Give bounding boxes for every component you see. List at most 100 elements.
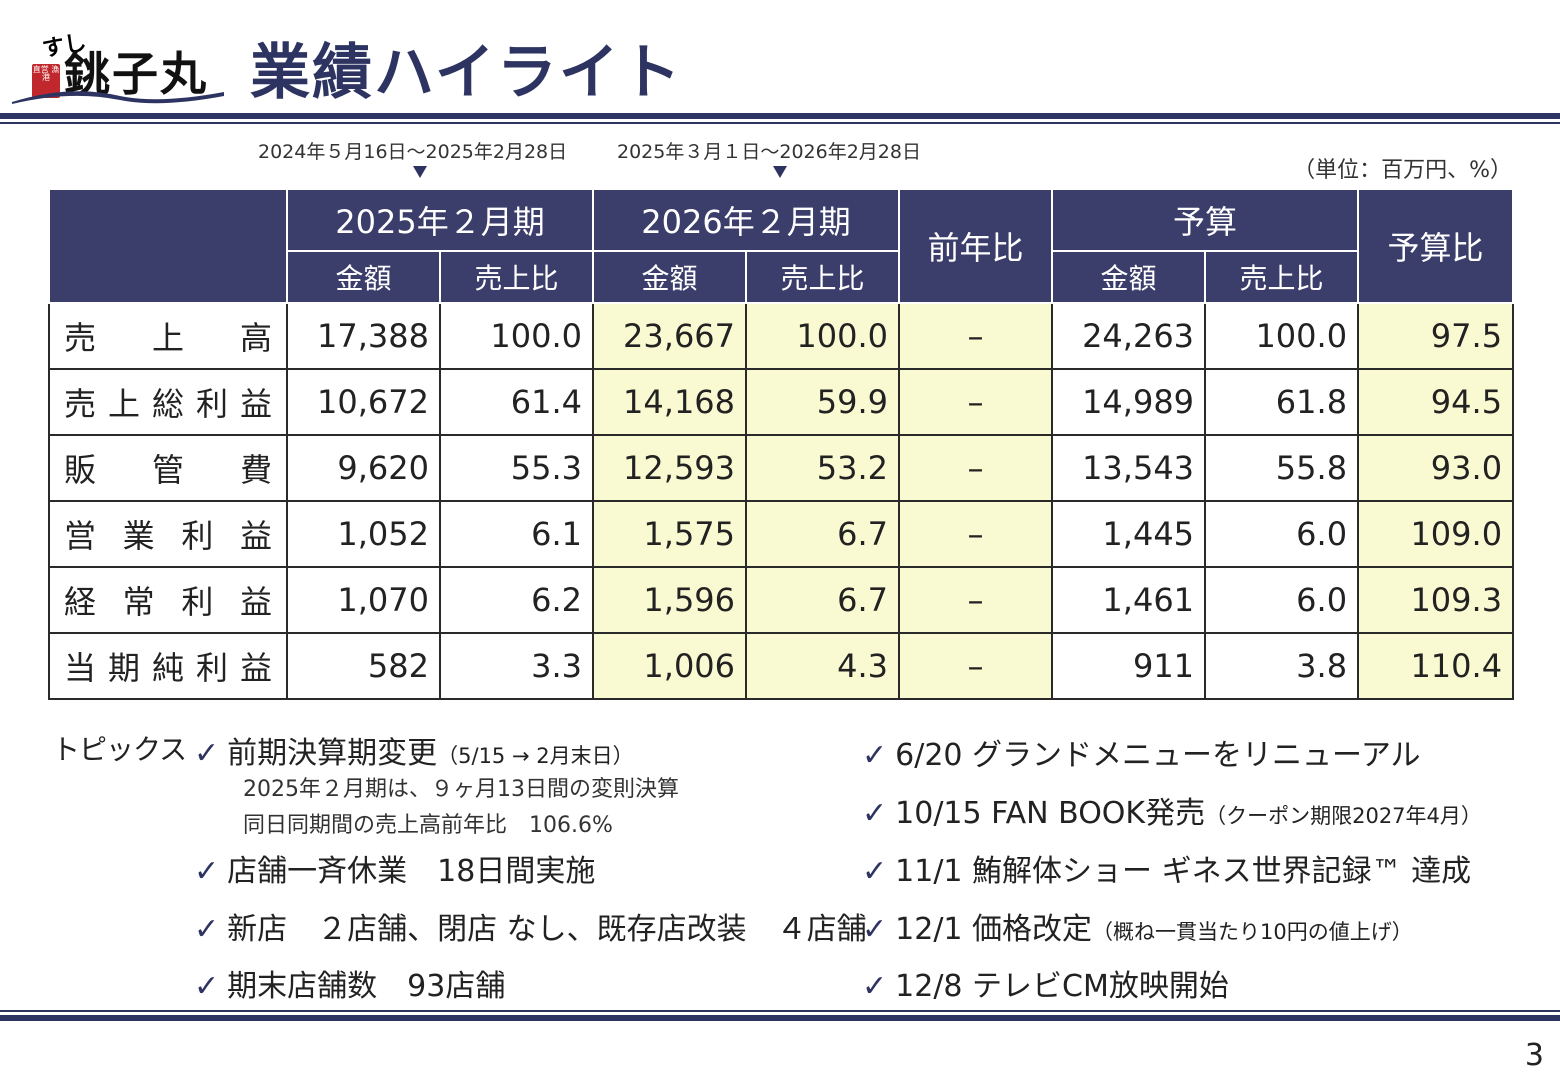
fy26-ratio: 6.7 [745,566,901,634]
topic-text: 10/15 FAN BOOK発売 [895,796,1206,831]
topic-note: （概ね一貫当たり10円の値上げ） [1092,920,1413,944]
fy26-amount: 1,575 [592,500,748,568]
arrow-down-icon [773,166,787,178]
company-logo: すし 直営 漁港 銚子丸 [10,28,226,106]
fy25-amount: 1,070 [286,566,441,634]
financial-highlights-table: 2025年２月期 2026年２月期 前年比 予算 予算比 金額 売上比 金額 売… [48,188,1515,700]
fy25-amount: 582 [286,632,441,700]
subheader-fy26-ratio: 売上比 [745,250,901,304]
yoy-value: – [898,368,1054,436]
check-icon: ✓ [194,854,220,889]
unit-note: （単位：百万円、%） [1293,158,1512,183]
table-row: 経常利益 1,070 6.2 1,596 6.7 – 1,461 6.0 109… [48,566,1515,634]
topic-text: 12/1 価格改定 [895,912,1093,947]
topic-text: 11/1 鮪解体ショー ギネス世界記録™ 達成 [895,854,1472,889]
budget-ratio: 100.0 [1204,302,1360,370]
topic-text: 期末店舗数 93店舗 [227,969,506,1004]
check-icon: ✓ [194,969,220,1004]
row-label: 売上総利益 [48,368,288,436]
fy26-amount: 12,593 [592,434,748,502]
header-budget: 予算 [1051,188,1360,252]
check-icon: ✓ [862,796,888,831]
subheader-budget-amount: 金額 [1051,250,1207,304]
topic-text: 12/8 テレビCM放映開始 [895,969,1229,1004]
footer-rule-thin [0,1010,1560,1012]
topic-item: ✓ 6/20 グランドメニューをリニューアル [862,730,1421,774]
topic-item: ✓ 12/1 価格改定（概ね一貫当たり10円の値上げ） [862,904,1413,948]
table-row: 売上高 17,388 100.0 23,667 100.0 – 24,263 1… [48,302,1515,370]
fy25-ratio: 6.2 [438,566,595,634]
topic-item: ✓ 新店 ２店舗、閉店 なし、既存店改装 ４店舗 [194,904,867,948]
arrow-down-icon [413,166,427,178]
budget-vs-value: 110.4 [1357,632,1515,700]
yoy-value: – [898,500,1054,568]
page-number: 3 [1524,1038,1544,1073]
topic-subnote: 2025年２月期は、９ヶ月13日間の変則決算 [243,777,679,802]
fy26-ratio: 100.0 [745,302,901,370]
fy26-ratio: 59.9 [745,368,901,436]
topic-item: ✓ 11/1 鮪解体ショー ギネス世界記録™ 達成 [862,846,1471,890]
check-icon: ✓ [862,912,888,947]
header-yoy: 前年比 [898,188,1054,304]
check-icon: ✓ [194,736,220,771]
budget-amount: 24,263 [1051,302,1207,370]
fy26-amount: 1,006 [592,632,748,700]
budget-vs-value: 109.3 [1357,566,1515,634]
fy26-amount: 14,168 [592,368,748,436]
fy26-ratio: 6.7 [745,500,901,568]
row-label: 販管費 [48,434,288,502]
fy25-ratio: 3.3 [438,632,595,700]
budget-ratio: 6.0 [1204,566,1360,634]
page-title: 業績ハイライト [250,38,683,108]
period-note-fy26: 2025年３月１日～2026年2月28日 [617,141,921,163]
topics-label: トピックス [52,733,187,766]
budget-amount: 911 [1051,632,1207,700]
yoy-value: – [898,434,1054,502]
budget-amount: 13,543 [1051,434,1207,502]
period-note-fy25: 2024年５月16日～2025年2月28日 [258,141,568,163]
row-label: 当期純利益 [48,632,288,700]
row-label: 営業利益 [48,500,288,568]
budget-ratio: 6.0 [1204,500,1360,568]
table-row: 販管費 9,620 55.3 12,593 53.2 – 13,543 55.8… [48,434,1515,502]
budget-ratio: 55.8 [1204,434,1360,502]
fy26-ratio: 4.3 [745,632,901,700]
topic-text: 店舗一斉休業 18日間実施 [227,854,596,889]
yoy-value: – [898,302,1054,370]
budget-vs-value: 94.5 [1357,368,1515,436]
fy26-amount: 23,667 [592,302,748,370]
fy25-ratio: 6.1 [438,500,595,568]
fy25-ratio: 61.4 [438,368,595,436]
fy25-ratio: 55.3 [438,434,595,502]
header-fy25: 2025年２月期 [285,188,595,252]
fy25-amount: 17,388 [286,302,441,370]
yoy-value: – [898,632,1054,700]
logo-wave-icon [12,91,224,104]
check-icon: ✓ [862,854,888,889]
budget-vs-value: 97.5 [1357,302,1515,370]
row-label: 経常利益 [48,566,288,634]
footer-rule-thick [0,1015,1560,1021]
topic-text: 6/20 グランドメニューをリニューアル [895,738,1421,773]
topic-item: ✓ 10/15 FAN BOOK発売（クーポン期限2027年4月） [862,788,1482,832]
topic-item: ✓ 期末店舗数 93店舗 [194,961,505,1005]
fy26-amount: 1,596 [592,566,748,634]
fy25-ratio: 100.0 [438,302,595,370]
header-blank-cell [48,188,288,304]
row-label: 売上高 [48,302,288,370]
budget-amount: 1,461 [1051,566,1207,634]
fy26-ratio: 53.2 [745,434,901,502]
table-row: 売上総利益 10,672 61.4 14,168 59.9 – 14,989 6… [48,368,1515,436]
budget-vs-value: 109.0 [1357,500,1515,568]
header-rule-thick [0,113,1560,119]
yoy-value: – [898,566,1054,634]
subheader-budget-ratio: 売上比 [1204,250,1360,304]
budget-ratio: 3.8 [1204,632,1360,700]
topic-note: （クーポン期限2027年4月） [1205,804,1482,828]
check-icon: ✓ [862,738,888,773]
topic-item: ✓ 12/8 テレビCM放映開始 [862,961,1229,1005]
header-fy26: 2026年２月期 [592,188,901,252]
logo-stamp: 直営 漁港 [32,64,60,98]
table-row: 当期純利益 582 3.3 1,006 4.3 – 911 3.8 110.4 [48,632,1515,700]
fy25-amount: 9,620 [286,434,441,502]
